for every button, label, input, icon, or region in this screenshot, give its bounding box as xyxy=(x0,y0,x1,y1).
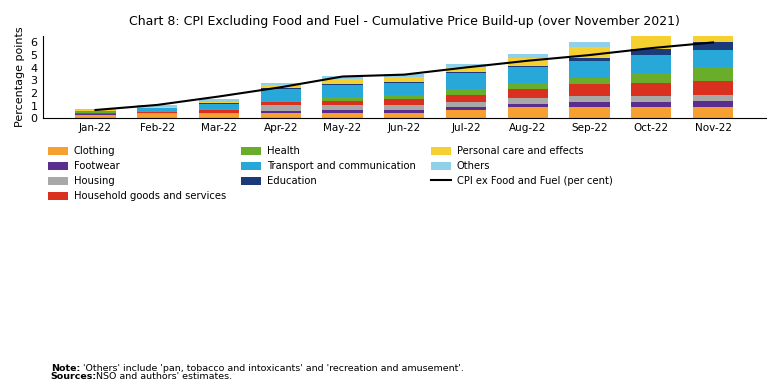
Bar xyxy=(508,67,547,83)
Bar xyxy=(508,83,547,89)
Bar xyxy=(569,97,610,102)
Bar xyxy=(261,88,301,101)
Bar xyxy=(693,27,733,42)
Bar xyxy=(261,111,301,113)
Bar xyxy=(323,101,362,105)
Bar xyxy=(384,99,424,105)
Bar xyxy=(137,105,177,107)
Bar xyxy=(508,54,547,58)
Bar xyxy=(569,107,610,118)
Bar xyxy=(323,76,362,79)
Bar xyxy=(631,55,672,73)
Bar xyxy=(569,58,610,61)
Bar xyxy=(261,105,301,111)
Bar xyxy=(631,101,672,107)
Y-axis label: Percentage points: Percentage points xyxy=(15,27,25,128)
Bar xyxy=(446,88,486,95)
Bar xyxy=(508,104,547,107)
Bar xyxy=(261,113,301,118)
Bar xyxy=(693,101,733,106)
Bar xyxy=(508,107,547,118)
Bar xyxy=(384,113,424,118)
Text: Note:: Note: xyxy=(51,365,80,373)
Bar xyxy=(693,42,733,50)
Bar xyxy=(508,89,547,98)
Bar xyxy=(137,111,177,113)
Bar xyxy=(631,29,672,35)
Bar xyxy=(569,84,610,97)
Bar xyxy=(693,81,733,95)
Bar xyxy=(384,82,424,83)
Bar xyxy=(508,65,547,67)
Bar xyxy=(446,101,486,107)
Bar xyxy=(631,96,672,101)
Bar xyxy=(137,108,177,111)
Bar xyxy=(384,110,424,113)
Bar xyxy=(137,114,177,118)
Bar xyxy=(199,114,239,118)
Bar xyxy=(199,102,239,103)
Bar xyxy=(76,113,116,114)
Bar xyxy=(137,113,177,114)
Bar xyxy=(569,61,610,78)
Bar xyxy=(199,113,239,114)
Bar xyxy=(446,64,486,67)
Bar xyxy=(76,110,116,111)
Bar xyxy=(261,83,301,85)
Bar xyxy=(199,104,239,109)
Bar xyxy=(569,78,610,84)
Title: Chart 8: CPI Excluding Food and Fuel - Cumulative Price Build-up (over November : Chart 8: CPI Excluding Food and Fuel - C… xyxy=(129,15,679,28)
Bar xyxy=(631,73,672,83)
Bar xyxy=(693,106,733,118)
Bar xyxy=(261,102,301,105)
Bar xyxy=(323,105,362,110)
Bar xyxy=(446,110,486,118)
Bar xyxy=(693,95,733,101)
Text: 'Others' include 'pan, tobacco and intoxicants' and 'recreation and amusement'.: 'Others' include 'pan, tobacco and intox… xyxy=(80,365,465,373)
Text: Sources:: Sources: xyxy=(51,372,97,381)
Bar xyxy=(384,105,424,110)
Bar xyxy=(693,50,733,67)
Bar xyxy=(631,49,672,55)
Bar xyxy=(446,95,486,101)
Bar xyxy=(446,72,486,73)
Text: NSO and authors' estimates.: NSO and authors' estimates. xyxy=(93,372,232,381)
Bar xyxy=(508,98,547,104)
Bar xyxy=(384,83,424,95)
Bar xyxy=(384,95,424,99)
Bar xyxy=(631,35,672,49)
Bar xyxy=(76,111,116,112)
Bar xyxy=(693,67,733,81)
Bar xyxy=(76,115,116,118)
Bar xyxy=(446,67,486,72)
Bar xyxy=(631,83,672,96)
Bar xyxy=(384,77,424,82)
Bar xyxy=(569,102,610,107)
Bar xyxy=(199,109,239,110)
Bar xyxy=(384,75,424,77)
Bar xyxy=(323,79,362,84)
Bar xyxy=(323,97,362,101)
Bar xyxy=(323,110,362,113)
Bar xyxy=(323,84,362,85)
Bar xyxy=(323,85,362,97)
Bar xyxy=(323,113,362,118)
Bar xyxy=(261,85,301,88)
Bar xyxy=(446,73,486,88)
Bar xyxy=(199,99,239,102)
Bar xyxy=(261,101,301,102)
Bar xyxy=(137,107,177,108)
Bar xyxy=(76,109,116,110)
Bar xyxy=(199,110,239,113)
Bar xyxy=(693,18,733,27)
Legend: Clothing, Footwear, Housing, Household goods and services, Health, Transport and: Clothing, Footwear, Housing, Household g… xyxy=(48,146,612,201)
Bar xyxy=(569,47,610,58)
Bar xyxy=(569,42,610,47)
Bar xyxy=(631,107,672,118)
Bar xyxy=(446,107,486,110)
Bar xyxy=(76,114,116,115)
Bar xyxy=(508,58,547,65)
